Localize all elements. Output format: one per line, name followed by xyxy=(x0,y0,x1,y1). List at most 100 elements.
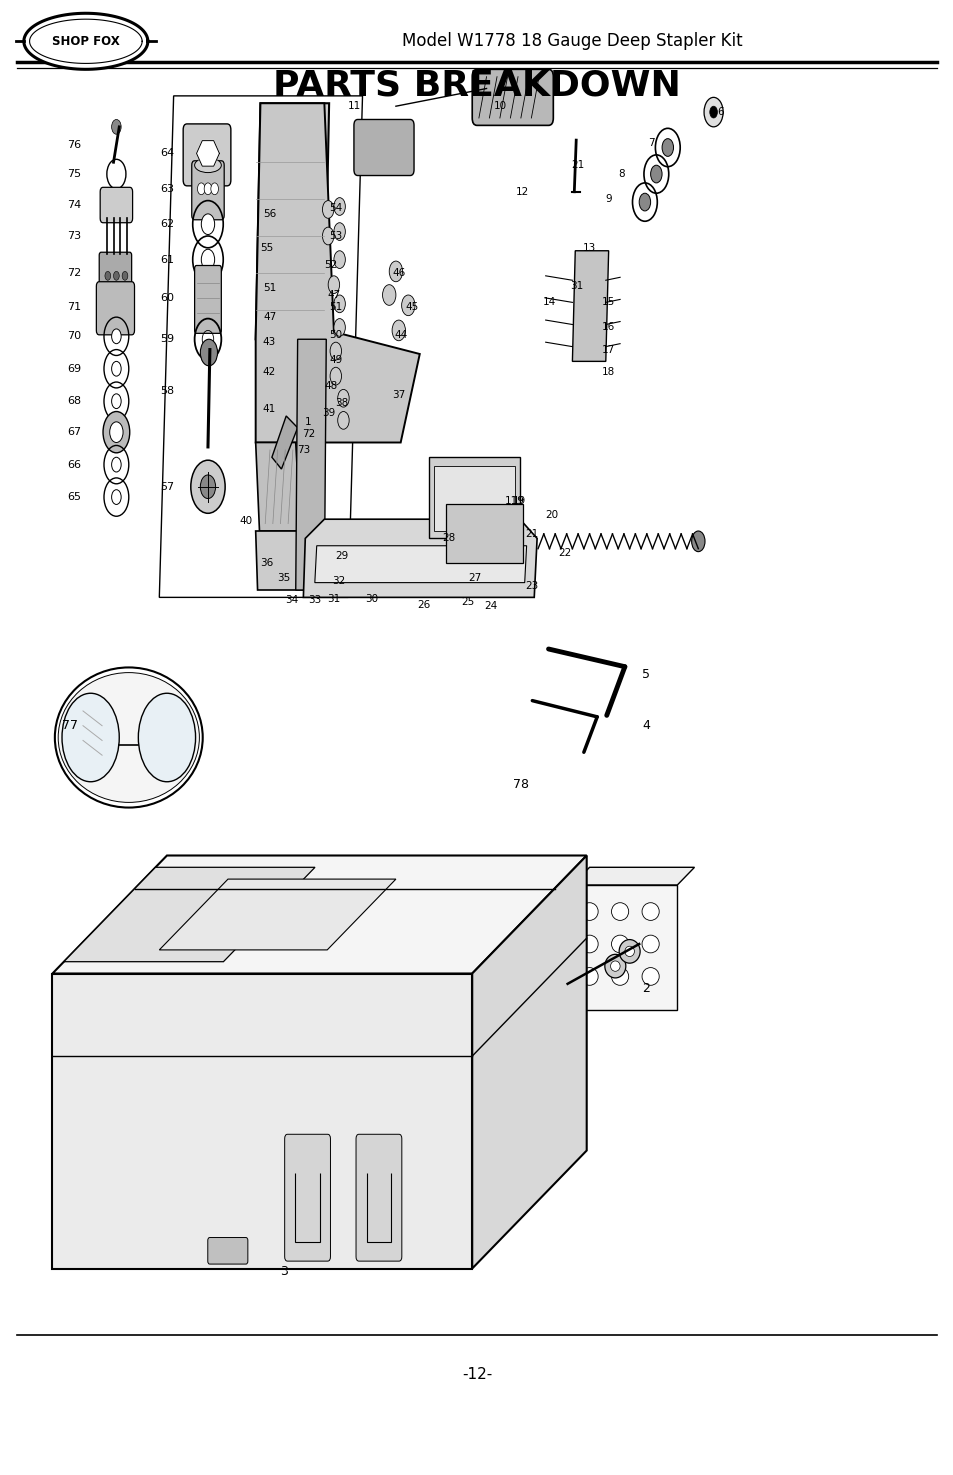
Text: 76: 76 xyxy=(67,140,81,149)
Text: 47: 47 xyxy=(263,313,276,322)
Text: 54: 54 xyxy=(329,204,342,212)
Text: 62: 62 xyxy=(160,220,174,229)
Text: 51: 51 xyxy=(329,302,342,311)
Text: 2: 2 xyxy=(641,982,649,994)
Text: 47: 47 xyxy=(327,291,340,299)
Circle shape xyxy=(201,214,214,235)
Ellipse shape xyxy=(611,968,628,985)
FancyBboxPatch shape xyxy=(192,161,224,220)
Text: 38: 38 xyxy=(335,398,348,407)
Text: 55: 55 xyxy=(260,243,274,252)
Circle shape xyxy=(322,227,334,245)
Ellipse shape xyxy=(641,903,659,920)
Text: -12-: -12- xyxy=(461,1367,492,1382)
Text: 75: 75 xyxy=(67,170,81,178)
FancyBboxPatch shape xyxy=(100,187,132,223)
Text: 66: 66 xyxy=(67,460,81,469)
Circle shape xyxy=(204,183,212,195)
Circle shape xyxy=(122,271,128,280)
Polygon shape xyxy=(159,879,395,950)
Polygon shape xyxy=(314,546,526,583)
Text: 7: 7 xyxy=(648,139,654,148)
Polygon shape xyxy=(572,885,677,1010)
Ellipse shape xyxy=(58,673,199,802)
FancyBboxPatch shape xyxy=(472,69,553,125)
Polygon shape xyxy=(272,416,297,469)
Circle shape xyxy=(382,285,395,305)
Text: 31: 31 xyxy=(327,594,340,603)
Text: 70: 70 xyxy=(67,332,81,341)
Circle shape xyxy=(103,412,130,453)
Circle shape xyxy=(401,295,415,316)
Circle shape xyxy=(661,139,673,156)
Text: 77: 77 xyxy=(62,720,78,732)
Polygon shape xyxy=(472,855,586,1268)
Polygon shape xyxy=(255,442,300,531)
Text: 68: 68 xyxy=(67,397,81,406)
Text: 67: 67 xyxy=(67,428,81,437)
Circle shape xyxy=(334,223,345,240)
Text: 58: 58 xyxy=(160,386,174,395)
Text: SHOP FOX: SHOP FOX xyxy=(51,35,120,47)
Text: 119: 119 xyxy=(505,497,524,506)
Text: 45: 45 xyxy=(405,302,418,311)
Circle shape xyxy=(337,389,349,407)
Text: 42: 42 xyxy=(262,367,275,376)
Text: 59: 59 xyxy=(160,335,174,344)
Text: 30: 30 xyxy=(365,594,378,603)
Circle shape xyxy=(330,342,341,360)
Polygon shape xyxy=(159,96,362,597)
Ellipse shape xyxy=(138,693,195,782)
FancyBboxPatch shape xyxy=(354,119,414,176)
Text: 13: 13 xyxy=(582,243,596,252)
Text: 40: 40 xyxy=(239,516,253,525)
Text: 10: 10 xyxy=(494,102,507,111)
Circle shape xyxy=(112,394,121,409)
Circle shape xyxy=(105,271,111,280)
Text: 64: 64 xyxy=(160,149,174,158)
Ellipse shape xyxy=(610,962,619,972)
Text: 5: 5 xyxy=(641,668,649,680)
Text: 16: 16 xyxy=(601,323,615,332)
Text: 34: 34 xyxy=(285,596,298,605)
Text: 6: 6 xyxy=(717,108,722,117)
Text: Model W1778 18 Gauge Deep Stapler Kit: Model W1778 18 Gauge Deep Stapler Kit xyxy=(401,32,742,50)
Ellipse shape xyxy=(62,693,119,782)
Circle shape xyxy=(200,475,215,499)
Ellipse shape xyxy=(641,968,659,985)
Text: 65: 65 xyxy=(67,493,81,502)
Text: 20: 20 xyxy=(544,510,558,519)
Text: 74: 74 xyxy=(67,201,81,209)
Ellipse shape xyxy=(624,947,634,956)
FancyBboxPatch shape xyxy=(434,466,515,531)
Ellipse shape xyxy=(611,903,628,920)
FancyBboxPatch shape xyxy=(429,457,519,538)
Ellipse shape xyxy=(55,667,202,808)
Ellipse shape xyxy=(580,968,598,985)
Text: 36: 36 xyxy=(260,559,274,568)
Text: 73: 73 xyxy=(296,445,310,454)
Polygon shape xyxy=(303,519,537,597)
FancyBboxPatch shape xyxy=(194,266,221,333)
Text: 29: 29 xyxy=(335,552,348,560)
Circle shape xyxy=(328,276,339,294)
Text: 4: 4 xyxy=(641,720,649,732)
Circle shape xyxy=(650,165,661,183)
Circle shape xyxy=(197,183,205,195)
FancyBboxPatch shape xyxy=(96,282,134,335)
Circle shape xyxy=(334,319,345,336)
Text: 3: 3 xyxy=(280,1266,288,1277)
Text: 32: 32 xyxy=(332,577,345,586)
Text: 57: 57 xyxy=(160,482,174,491)
Polygon shape xyxy=(572,251,608,361)
Text: 19: 19 xyxy=(512,497,525,506)
Text: 41: 41 xyxy=(262,404,275,413)
Text: 50: 50 xyxy=(329,330,342,339)
Circle shape xyxy=(112,119,121,134)
Polygon shape xyxy=(52,855,586,974)
Text: 78: 78 xyxy=(513,779,529,791)
FancyBboxPatch shape xyxy=(208,1238,248,1264)
Text: 15: 15 xyxy=(601,298,615,307)
Text: 69: 69 xyxy=(67,364,81,373)
Text: 1: 1 xyxy=(305,417,311,426)
